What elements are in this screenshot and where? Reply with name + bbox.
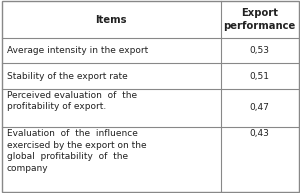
Text: 0,53: 0,53 (250, 46, 269, 55)
Text: Average intensity in the export: Average intensity in the export (7, 46, 148, 55)
Text: Stability of the export rate: Stability of the export rate (7, 72, 128, 80)
Text: Perceived evaluation  of  the
profitability of export.: Perceived evaluation of the profitabilit… (7, 91, 137, 111)
Text: Evaluation  of  the  influence
exercised by the export on the
global  profitabil: Evaluation of the influence exercised by… (7, 130, 146, 173)
Text: 0,43: 0,43 (250, 130, 269, 138)
Text: 0,51: 0,51 (250, 72, 269, 80)
Text: 0,47: 0,47 (250, 103, 269, 112)
Text: Items: Items (95, 15, 127, 25)
Text: Export
performance: Export performance (224, 8, 296, 31)
